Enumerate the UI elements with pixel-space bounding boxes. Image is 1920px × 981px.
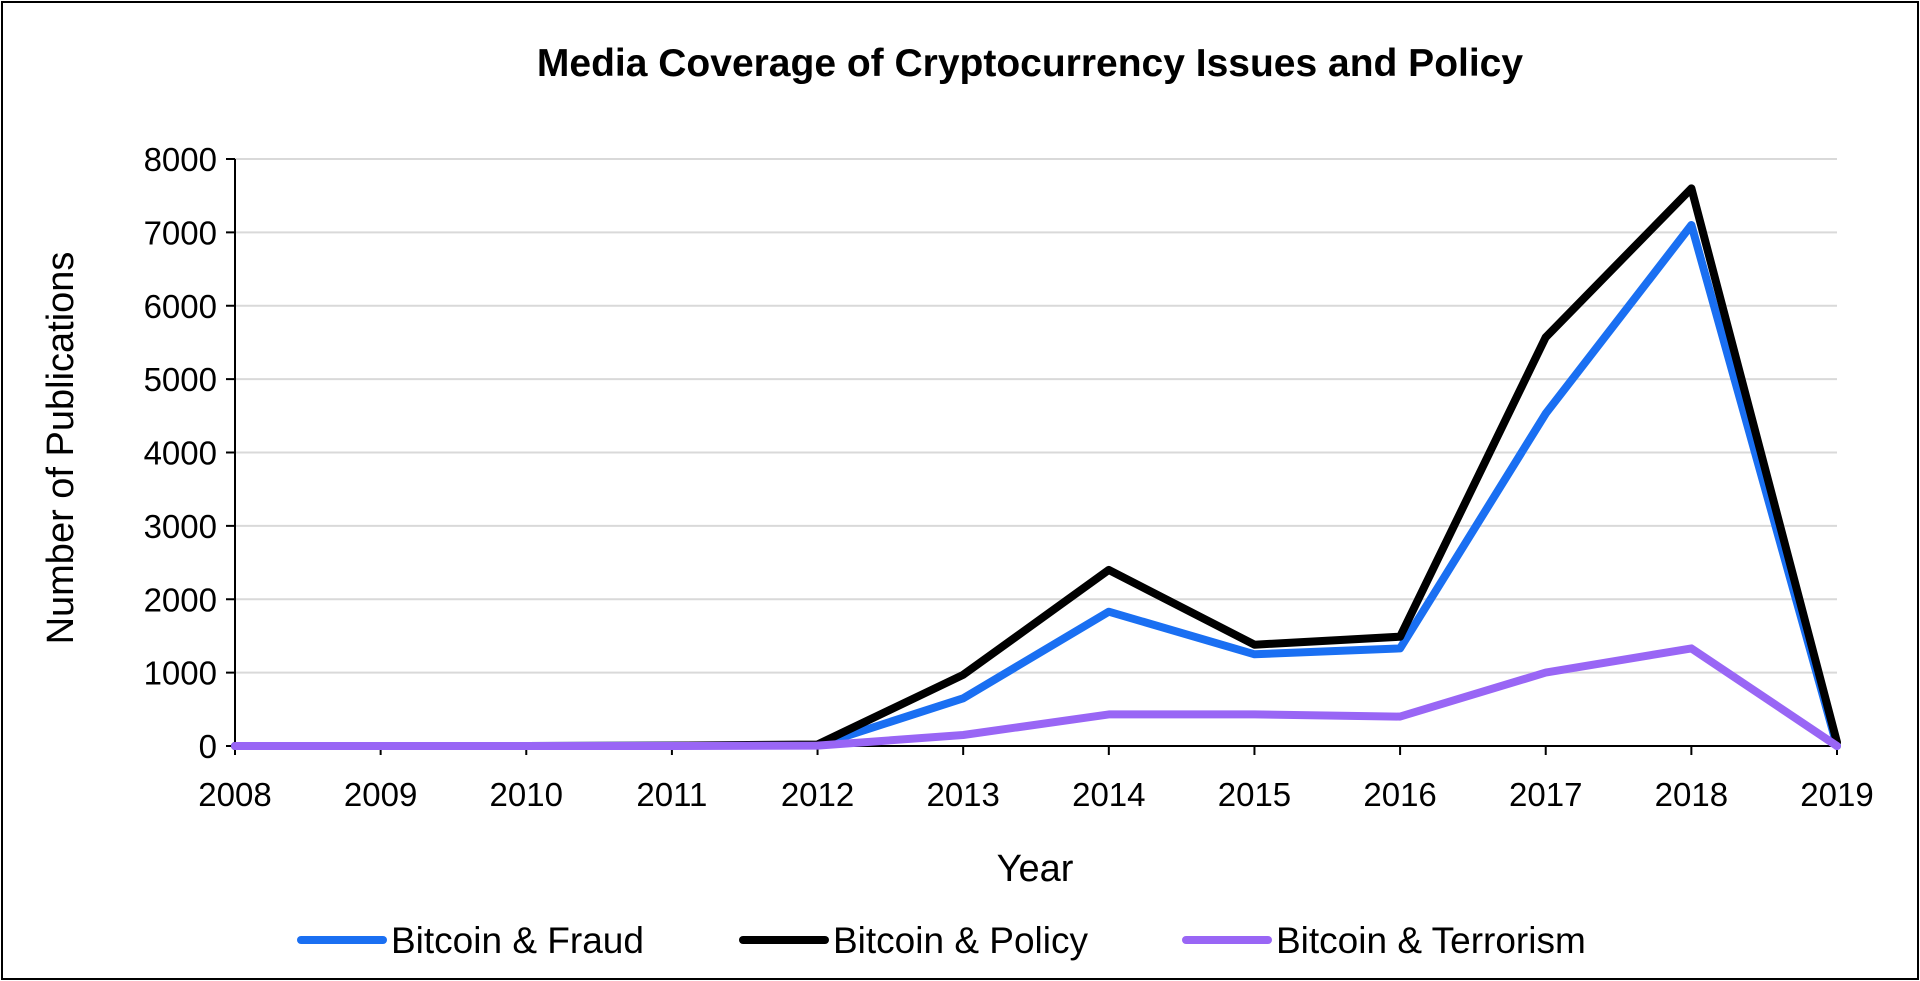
x-axis-title: Year: [997, 848, 1074, 890]
x-tick-label: 2013: [926, 776, 999, 813]
y-axis-title: Number of Publications: [40, 252, 82, 645]
y-tick-label: 8000: [144, 141, 217, 178]
x-tick-label: 2011: [636, 776, 707, 813]
x-axis: 2008 2009 2010 2011 2012 2013 2014 2015 2016 2017…: [198, 159, 1874, 813]
legend-label-bitcoin-fraud: Bitcoin & Fraud: [391, 920, 644, 961]
series-lines: [231, 184, 1841, 750]
legend-label-bitcoin-policy: Bitcoin & Policy: [833, 920, 1088, 961]
y-tick-label: 5000: [144, 361, 217, 398]
y-tick-label: 7000: [144, 214, 217, 251]
x-tick-label: 2010: [490, 776, 563, 813]
y-axis-ticks: 0 1000 2000 3000 4000 5000 6000 7000 8000: [144, 141, 235, 765]
y-tick-label: 0: [199, 728, 217, 765]
y-tick-label: 3000: [144, 508, 217, 545]
x-tick-label: 2019: [1800, 776, 1873, 813]
chart-title: Media Coverage of Cryptocurrency Issues …: [537, 42, 1523, 85]
x-tick-label: 2009: [344, 776, 417, 813]
x-tick-label: 2016: [1363, 776, 1436, 813]
y-tick-label: 6000: [144, 288, 217, 325]
x-tick-label: 2017: [1509, 776, 1582, 813]
line-chart: Media Coverage of Cryptocurrency Issues …: [40, 42, 1874, 961]
y-tick-label: 4000: [144, 435, 217, 472]
legend: Bitcoin & Fraud Bitcoin & Policy Bitcoin &…: [297, 920, 1586, 961]
gridlines: [235, 158, 1837, 674]
x-tick-label: 2015: [1218, 776, 1291, 813]
x-tick-label: 2008: [198, 776, 271, 813]
x-tick-label: 2014: [1072, 776, 1145, 813]
x-tick-label: 2012: [781, 776, 854, 813]
x-tick-label: 2018: [1655, 776, 1728, 813]
y-tick-label: 2000: [144, 581, 217, 618]
series-line-bitcoin-terrorism: [231, 644, 1841, 750]
y-tick-label: 1000: [144, 655, 217, 692]
legend-label-bitcoin-terrorism: Bitcoin & Terrorism: [1276, 920, 1586, 961]
